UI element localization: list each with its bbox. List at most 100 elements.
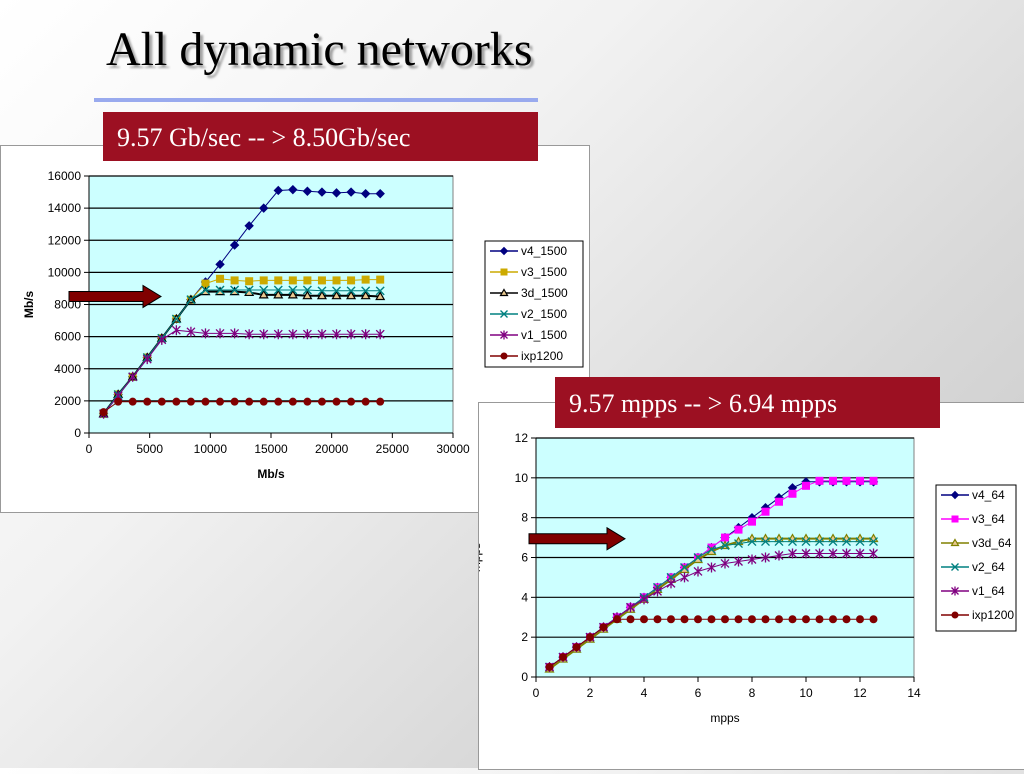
chart-panel-throughput: 0 2000 4000 6000 8000 10000 12000 14000 16000 0 50… xyxy=(0,145,590,513)
data-point xyxy=(186,295,196,305)
data-point xyxy=(215,259,225,270)
data-point xyxy=(302,290,313,300)
data-point xyxy=(788,537,797,547)
legend: v4_64 v3_64 v3d_64 v2_64 v1_64 ixp1200 xyxy=(935,484,1017,632)
legend-label: v4_1500 xyxy=(521,244,567,258)
data-point xyxy=(721,615,729,624)
data-point xyxy=(829,476,837,485)
data-point xyxy=(734,525,743,534)
x-axis-label: Mb/s xyxy=(257,467,285,481)
data-point xyxy=(828,537,838,547)
data-point xyxy=(230,328,240,339)
data-point xyxy=(287,289,298,299)
data-point xyxy=(613,615,621,624)
legend-item: v1_64 xyxy=(941,584,1005,598)
data-point xyxy=(303,397,312,406)
legend-marker xyxy=(499,246,509,256)
data-point xyxy=(360,188,371,199)
data-point xyxy=(317,329,327,340)
data-point xyxy=(259,203,269,213)
legend-marker xyxy=(951,563,959,571)
data-point xyxy=(361,329,371,340)
data-point xyxy=(869,476,878,485)
data-point xyxy=(802,615,810,624)
data-point xyxy=(748,615,756,624)
data-point xyxy=(171,314,181,324)
legend-item: v2_64 xyxy=(941,560,1005,574)
legend-label: v2_64 xyxy=(972,560,1005,574)
data-point xyxy=(640,615,648,624)
legend-item: v3_1500 xyxy=(490,265,567,279)
legend-item: ixp1200 xyxy=(941,608,1014,622)
legend-marker xyxy=(951,515,959,523)
data-point xyxy=(869,615,878,624)
legend-marker xyxy=(500,268,508,276)
data-point xyxy=(734,556,743,567)
data-point xyxy=(216,274,225,283)
data-point xyxy=(331,188,342,198)
data-point xyxy=(347,397,356,406)
title-underline xyxy=(94,98,538,102)
data-point xyxy=(788,615,797,624)
legend-marker xyxy=(951,586,959,596)
data-point xyxy=(288,397,297,406)
series-ixp1200 xyxy=(545,615,878,672)
data-point xyxy=(693,553,703,562)
data-point xyxy=(734,539,743,549)
x-tick-label: 25000 xyxy=(376,442,410,456)
data-point xyxy=(707,545,716,555)
y-tick-label: 10 xyxy=(515,471,529,485)
data-point xyxy=(666,578,676,589)
legend-item: v4_1500 xyxy=(490,244,567,258)
x-tick-label: 15000 xyxy=(254,442,288,456)
data-point xyxy=(302,285,312,295)
data-point xyxy=(259,397,268,406)
legend-marker xyxy=(500,330,508,340)
x-tick-label: 0 xyxy=(86,442,93,456)
data-point xyxy=(317,286,327,296)
data-point xyxy=(375,291,386,301)
data-point xyxy=(828,548,838,559)
legend-marker xyxy=(500,352,508,360)
data-point xyxy=(288,285,298,295)
x-tick-label: 0 xyxy=(533,686,540,700)
data-point xyxy=(361,286,371,296)
x-tick-label: 6 xyxy=(695,686,702,700)
data-point xyxy=(273,289,284,299)
data-point xyxy=(114,397,123,406)
data-point xyxy=(157,397,166,406)
data-point xyxy=(375,286,385,296)
data-point xyxy=(788,489,797,498)
data-point xyxy=(273,285,283,295)
data-point xyxy=(761,507,770,516)
data-point xyxy=(748,517,756,526)
y-tick-label: 0 xyxy=(74,426,81,440)
data-point xyxy=(303,276,312,285)
data-point xyxy=(693,566,703,577)
legend-label: ixp1200 xyxy=(521,349,563,363)
data-point xyxy=(201,328,210,339)
x-tick-label: 10 xyxy=(799,686,813,700)
data-point xyxy=(707,562,716,573)
data-point xyxy=(653,615,662,624)
legend-item: v3d_64 xyxy=(941,536,1012,550)
data-point xyxy=(788,548,797,559)
packet-rate-chart: 0 2 4 6 8 10 12 0 2 4 6 8 10 12 14 mpps mpps v4_64 v3_64 v3… xyxy=(469,431,1017,725)
y-tick-label: 6000 xyxy=(54,330,81,344)
chart-panel-packet-rate: 0 2 4 6 8 10 12 0 2 4 6 8 10 12 14 mpps mpps v4_64 v3_64 v3… xyxy=(469,402,1024,770)
data-point xyxy=(667,615,675,624)
data-point xyxy=(856,476,864,485)
data-point xyxy=(761,552,770,563)
data-point xyxy=(288,184,298,195)
data-point xyxy=(142,354,152,365)
data-point xyxy=(347,276,356,285)
data-point xyxy=(855,537,865,547)
data-point xyxy=(346,286,356,296)
data-point xyxy=(317,276,326,285)
data-point xyxy=(244,329,254,340)
slide-title: All dynamic networks xyxy=(106,23,533,76)
data-point xyxy=(639,594,649,605)
data-point xyxy=(761,615,770,624)
legend-box xyxy=(484,240,584,368)
